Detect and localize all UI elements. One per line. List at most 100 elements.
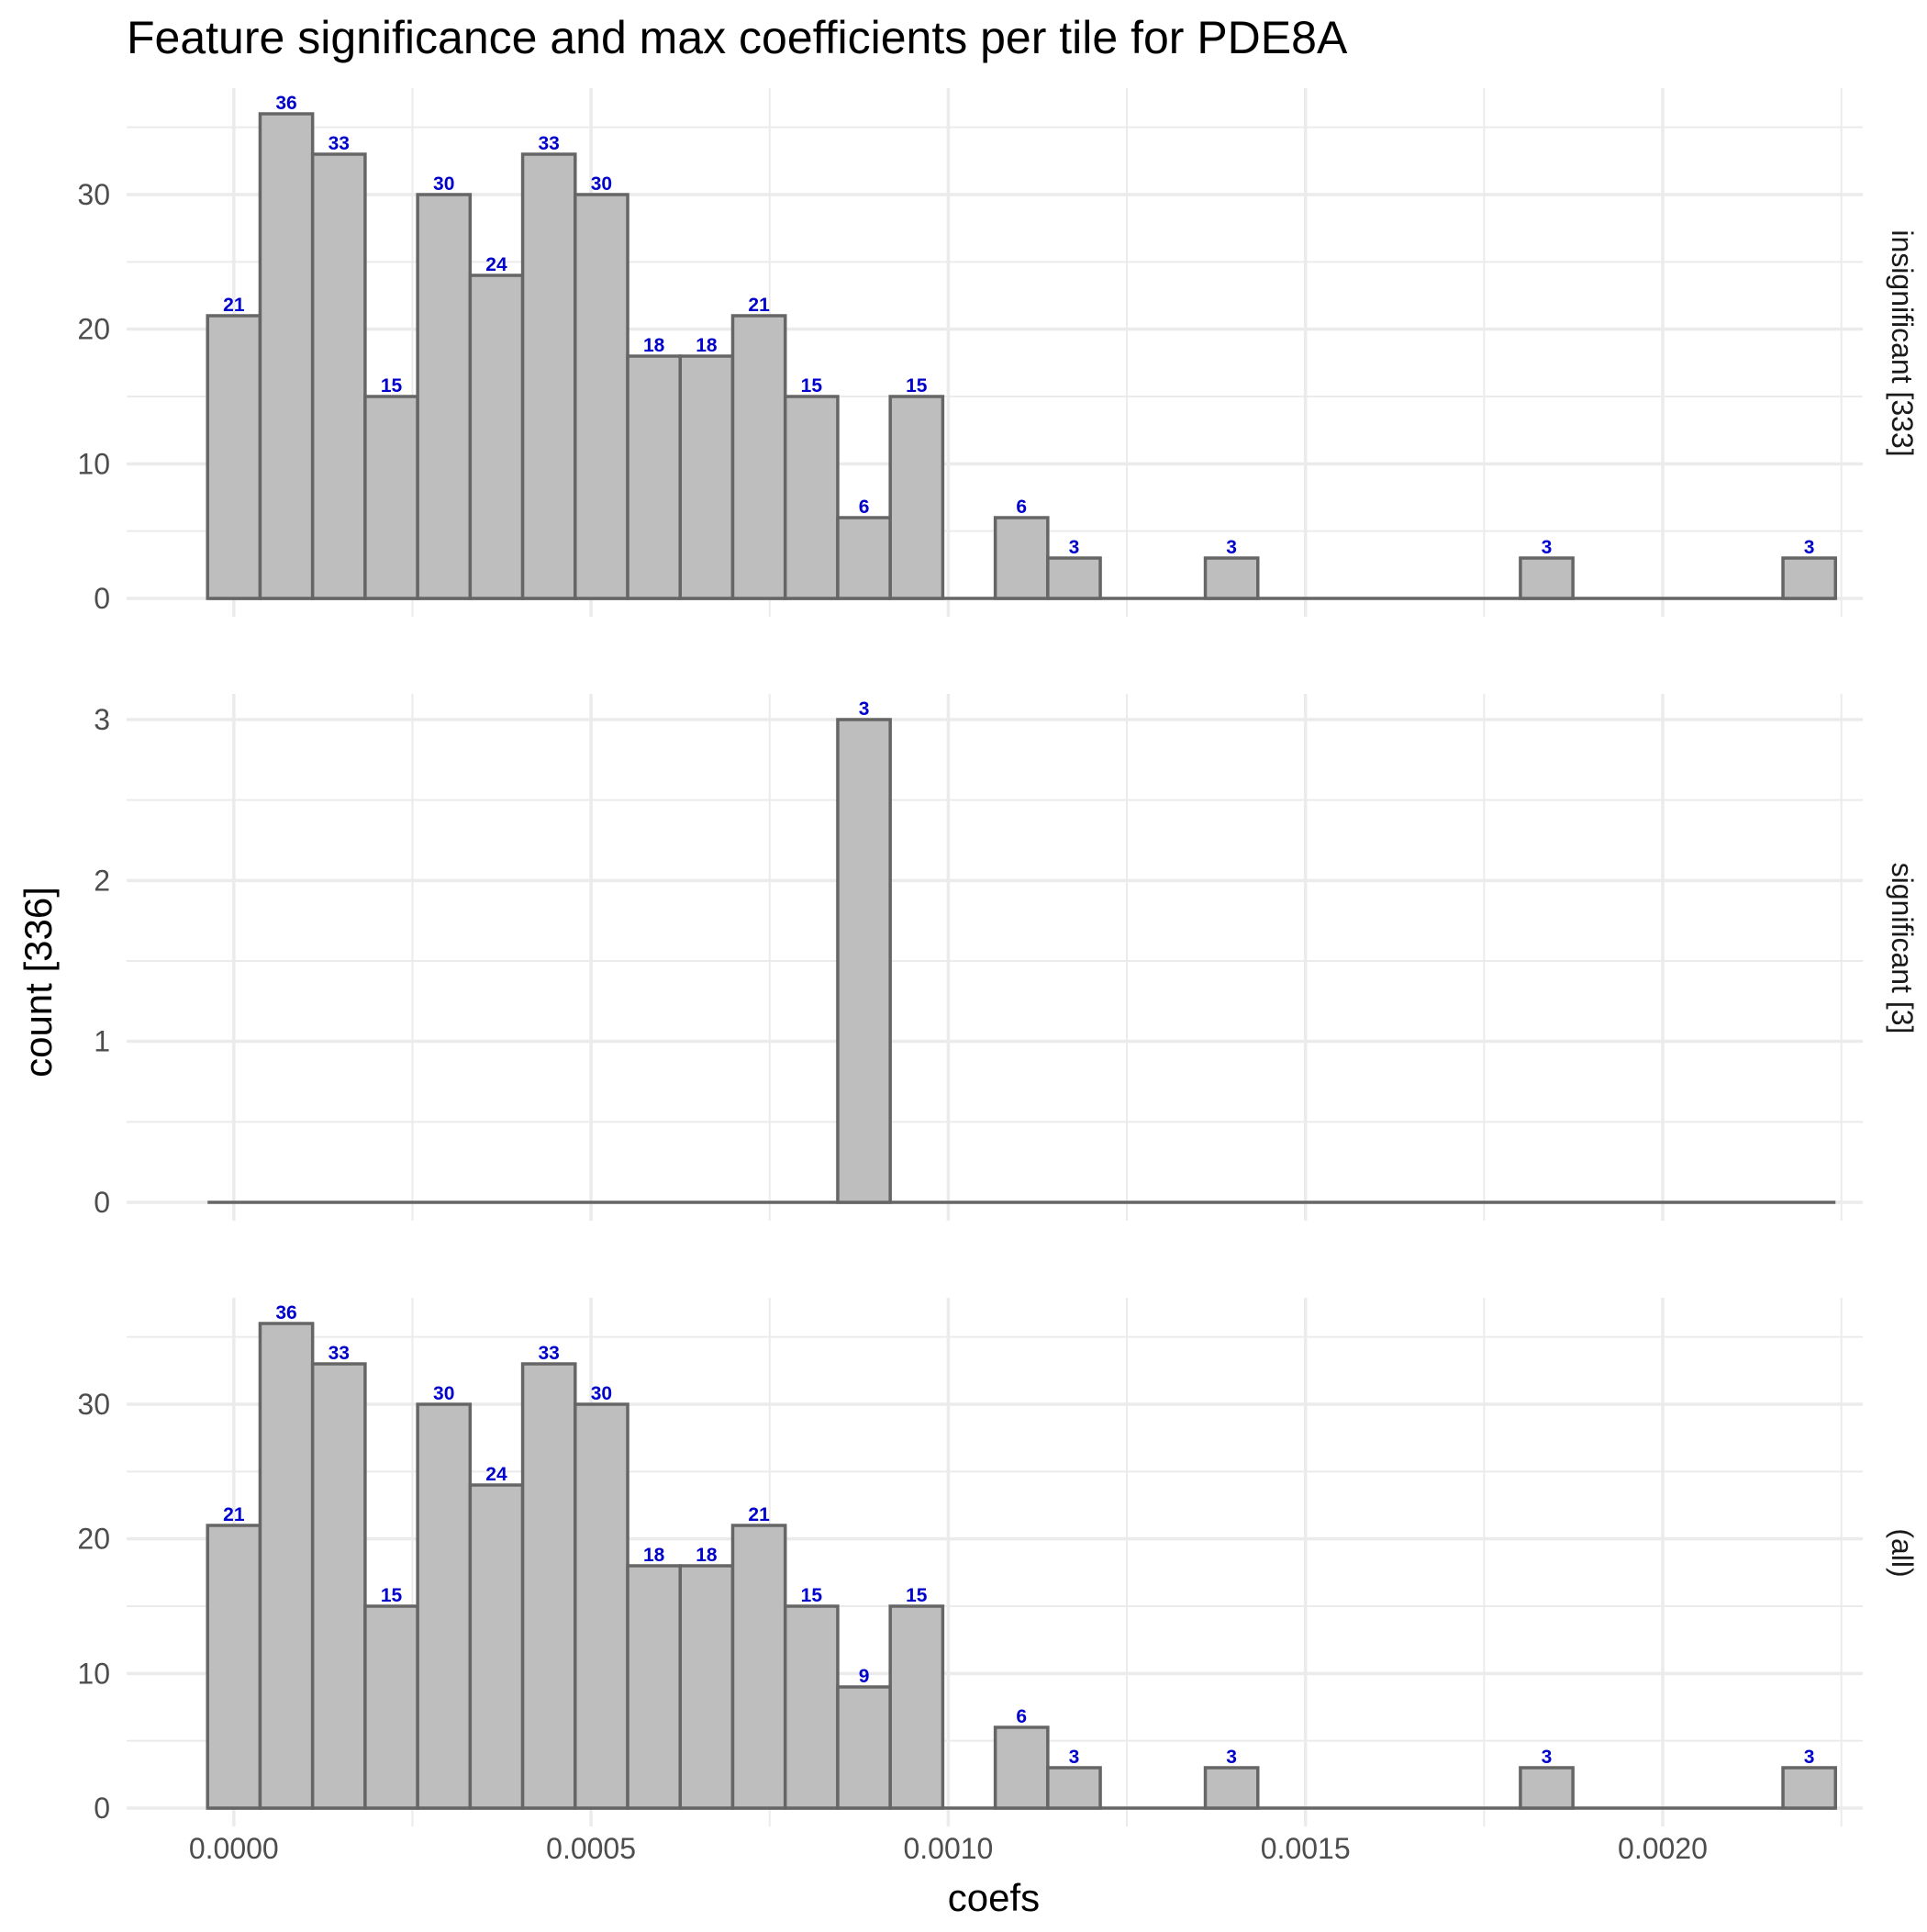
histogram-bar	[1519, 556, 1575, 600]
bar-count-label: 21	[748, 1504, 770, 1525]
bar-count-label: 3	[859, 698, 870, 720]
bar-count-label: 3	[1069, 1747, 1080, 1768]
histogram-bar	[310, 1362, 367, 1810]
x-axis: 0.0000 0.0005 0.0010 0.0015 0.0020	[189, 1832, 1708, 1865]
histogram-bar	[206, 314, 262, 600]
x-tick-label: 0.0020	[1618, 1832, 1708, 1865]
bar-count-label: 3	[1542, 537, 1553, 558]
histogram-bar	[993, 516, 1050, 600]
histogram-bar	[993, 1725, 1050, 1810]
bar-count-label: 3	[1226, 1747, 1237, 1768]
bar-count-label: 33	[329, 1343, 350, 1364]
y-tick-label: 1	[94, 1025, 110, 1058]
histogram-bar	[1203, 1766, 1260, 1810]
bar-count-label: 18	[696, 335, 718, 356]
bar-count-label: 15	[801, 375, 823, 396]
bar-count-label: 3	[1226, 537, 1237, 558]
bar-count-label: 36	[275, 93, 296, 114]
histogram-bar	[888, 1604, 945, 1810]
bar-count-label: 18	[643, 1545, 665, 1566]
bar-count-label: 6	[1016, 497, 1027, 518]
histogram-bar	[730, 314, 787, 600]
bar-count-label: 30	[433, 173, 454, 195]
histogram-bar	[363, 1604, 419, 1810]
bar-count-label: 15	[801, 1585, 823, 1606]
bar-count-label: 3	[1542, 1747, 1553, 1768]
histogram-bar	[626, 354, 683, 600]
histogram-bar	[206, 1524, 262, 1810]
histogram-bar	[520, 1362, 577, 1810]
bar-count-label: 33	[539, 133, 560, 154]
bar-count-label: 18	[696, 1545, 718, 1566]
histogram-bar	[783, 1604, 840, 1810]
x-tick-label: 0.0010	[903, 1832, 993, 1865]
bar-count-label: 30	[591, 1383, 612, 1404]
histogram-bar	[783, 395, 840, 600]
bar-count-label: 30	[591, 173, 612, 195]
histogram-bar	[574, 1402, 629, 1810]
bar-count-label: 9	[859, 1666, 870, 1687]
bar-count-label: 6	[859, 497, 870, 518]
y-tick-label: 0	[94, 1792, 110, 1825]
histogram-bar	[310, 152, 367, 600]
facet-strip-label: insignificant [333]	[1886, 229, 1919, 456]
histogram-bar	[678, 1564, 735, 1810]
histogram-bar	[1781, 1766, 1838, 1810]
y-tick-label: 10	[77, 447, 110, 480]
y-tick-label: 30	[77, 1388, 110, 1421]
y-tick-label: 20	[77, 313, 110, 346]
histogram-bar	[836, 718, 892, 1204]
bar-count-label: 21	[223, 295, 245, 316]
bar-count-label: 15	[906, 375, 928, 396]
histogram-bar	[888, 395, 945, 600]
y-tick-label: 2	[94, 864, 110, 897]
bar-count-label: 6	[1016, 1706, 1027, 1727]
bar-count-label: 21	[748, 295, 770, 316]
histogram-bar	[1781, 556, 1838, 600]
histogram-bar	[836, 516, 892, 600]
y-tick-label: 20	[77, 1523, 110, 1556]
bar-count-label: 33	[539, 1343, 560, 1364]
histogram-bar	[416, 193, 473, 600]
histogram-bar	[468, 1483, 525, 1810]
bar-count-label: 3	[1804, 1747, 1815, 1768]
x-tick-label: 0.0015	[1261, 1832, 1351, 1865]
facet-strip-label: (all)	[1886, 1528, 1919, 1577]
bar-count-label: 33	[329, 133, 350, 154]
x-axis-title: coefs	[948, 1876, 1040, 1919]
y-tick-label: 0	[94, 1186, 110, 1219]
bar-count-label: 15	[381, 375, 403, 396]
chart-title: Feature significance and max coefficient…	[127, 12, 1348, 63]
y-tick-label: 10	[77, 1657, 110, 1690]
x-tick-label: 0.0005	[546, 1832, 636, 1865]
y-axis-title: count [336]	[17, 887, 60, 1078]
histogram-bar	[1046, 1766, 1102, 1810]
bar-count-label: 36	[275, 1302, 296, 1323]
bar-count-label: 24	[485, 254, 507, 275]
histogram-bar	[363, 395, 419, 600]
facet-panel-2: 0 1 2 3 3 significant [3]	[94, 694, 1919, 1221]
histogram-bar	[1519, 1766, 1575, 1810]
y-tick-label: 0	[94, 582, 110, 615]
histogram-bar	[468, 274, 525, 600]
histogram-bar	[678, 354, 735, 600]
histogram-bar	[416, 1402, 473, 1810]
histogram-bar	[836, 1685, 892, 1810]
bar-count-label: 3	[1804, 537, 1815, 558]
facet-strip-label: significant [3]	[1886, 863, 1919, 1034]
y-tick-label: 30	[77, 178, 110, 211]
bar-count-label: 15	[381, 1585, 403, 1606]
x-tick-label: 0.0000	[189, 1832, 279, 1865]
histogram-bar	[258, 112, 315, 600]
histogram-bar	[258, 1322, 315, 1810]
bar-count-label: 3	[1069, 537, 1080, 558]
histogram-bar	[730, 1524, 787, 1810]
histogram-bar	[626, 1564, 683, 1810]
histogram-bar	[1046, 556, 1102, 600]
y-tick-label: 3	[94, 703, 110, 736]
